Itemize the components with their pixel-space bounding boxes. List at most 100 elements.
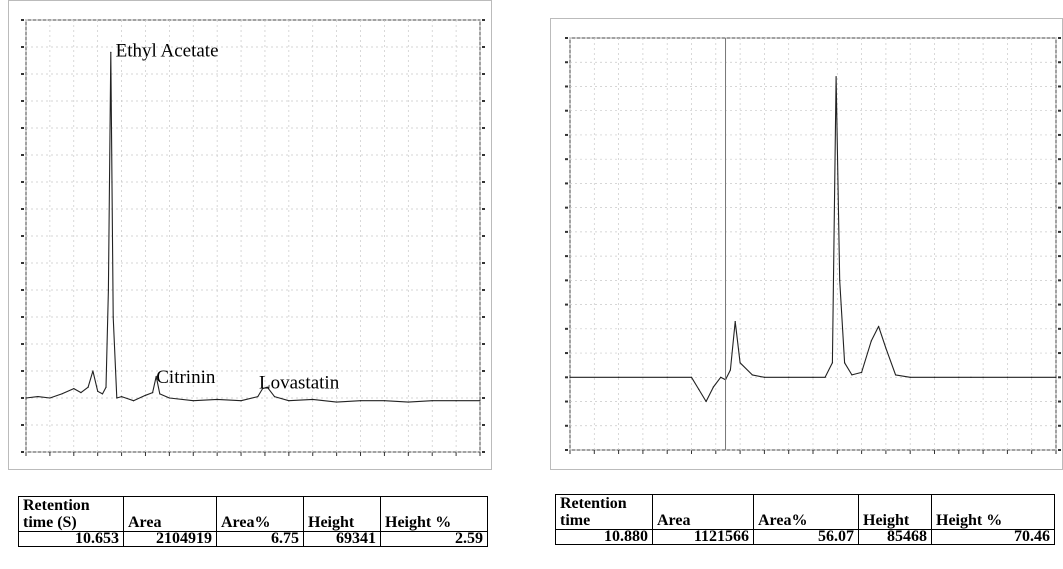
y-tick bbox=[565, 230, 568, 233]
data-point bbox=[273, 396, 276, 398]
y-tick bbox=[565, 206, 568, 209]
data-point bbox=[80, 392, 82, 394]
data-point bbox=[240, 400, 242, 402]
y-tick bbox=[565, 109, 568, 112]
y-tick-right bbox=[1058, 61, 1061, 64]
data-point bbox=[257, 396, 259, 398]
table-cell: 2.59 bbox=[380, 531, 488, 547]
header-cell: Height bbox=[303, 496, 381, 532]
y-tick bbox=[21, 19, 24, 21]
data-point bbox=[383, 400, 386, 402]
y-tick bbox=[21, 181, 24, 183]
table-row: 10.653 2104919 6.75 69341 2.59 bbox=[18, 531, 488, 547]
data-point bbox=[312, 398, 314, 400]
data-point bbox=[261, 387, 264, 390]
y-tick-right bbox=[1058, 376, 1061, 379]
data-point bbox=[1006, 376, 1008, 378]
y-tick-right bbox=[482, 73, 485, 75]
table-header-row: Retention time (S) Area Area% Height Hei… bbox=[18, 496, 488, 532]
data-point bbox=[105, 386, 107, 388]
y-tick bbox=[21, 289, 24, 291]
y-tick bbox=[21, 235, 24, 237]
header-cell: Retention time bbox=[555, 494, 653, 530]
data-point bbox=[87, 386, 89, 388]
y-tick-right bbox=[1058, 400, 1061, 403]
y-tick bbox=[565, 85, 568, 88]
data-point bbox=[159, 393, 161, 395]
y-tick-right bbox=[482, 19, 485, 21]
left-chromatogram: Ethyl Acetate Citrinin Lovastatin bbox=[8, 0, 492, 470]
y-tick-right bbox=[482, 343, 485, 345]
y-tick bbox=[565, 182, 568, 185]
y-tick bbox=[21, 154, 24, 156]
y-tick bbox=[565, 279, 568, 282]
y-tick-right bbox=[1058, 182, 1061, 185]
y-tick-right bbox=[1058, 85, 1061, 88]
header-cell: Area% bbox=[753, 494, 859, 530]
header-cell: Retention time (S) bbox=[18, 496, 124, 532]
right-results-table: Retention time Area Area% Height Height … bbox=[555, 494, 1055, 545]
y-tick-right bbox=[482, 154, 485, 156]
y-tick-right bbox=[482, 370, 485, 372]
y-tick bbox=[21, 262, 24, 264]
header-cell: Area% bbox=[216, 496, 304, 532]
y-tick bbox=[21, 73, 24, 75]
data-point bbox=[192, 400, 194, 402]
header-cell: Area bbox=[123, 496, 217, 532]
y-tick-right bbox=[1058, 327, 1061, 330]
data-point bbox=[885, 347, 887, 349]
series-line bbox=[25, 51, 480, 403]
data-point bbox=[37, 396, 39, 398]
data-point bbox=[359, 400, 362, 402]
y-tick-right bbox=[1058, 255, 1061, 258]
data-point bbox=[288, 400, 290, 402]
data-point bbox=[155, 375, 157, 377]
y-tick bbox=[565, 400, 568, 403]
y-tick bbox=[21, 127, 24, 129]
table-row: 10.880 1121566 56.07 85468 70.46 bbox=[555, 529, 1055, 545]
data-point bbox=[690, 376, 693, 378]
chart-frame bbox=[550, 18, 1063, 470]
y-tick-right bbox=[1058, 279, 1061, 282]
data-point bbox=[455, 400, 457, 402]
data-point bbox=[933, 376, 936, 378]
data-point bbox=[216, 398, 218, 400]
data-point bbox=[336, 401, 338, 403]
data-point bbox=[698, 388, 700, 391]
data-point bbox=[266, 386, 268, 388]
y-tick-right bbox=[1058, 424, 1061, 427]
y-tick-right bbox=[482, 397, 485, 399]
data-point bbox=[712, 386, 714, 388]
data-point bbox=[25, 397, 27, 399]
y-tick-right bbox=[1058, 158, 1061, 161]
y-tick-right bbox=[482, 46, 485, 48]
data-point bbox=[479, 400, 481, 402]
y-tick bbox=[21, 397, 24, 399]
data-point bbox=[407, 401, 409, 403]
data-point bbox=[1055, 376, 1057, 378]
y-tick-right bbox=[482, 100, 485, 102]
data-point bbox=[982, 376, 984, 378]
table-cell: 10.653 bbox=[18, 531, 124, 547]
data-point bbox=[107, 289, 110, 291]
data-point bbox=[92, 370, 94, 372]
data-point bbox=[970, 376, 972, 378]
data-point bbox=[878, 325, 880, 327]
data-point bbox=[835, 76, 837, 78]
header-cell: Height bbox=[858, 494, 932, 530]
data-point bbox=[851, 374, 853, 376]
chart-frame bbox=[8, 0, 492, 470]
y-tick-right bbox=[1058, 109, 1061, 112]
data-point bbox=[734, 320, 736, 323]
data-point bbox=[909, 376, 911, 378]
y-tick bbox=[565, 255, 568, 258]
table-header-row: Retention time Area Area% Height Height … bbox=[555, 494, 1055, 530]
y-tick bbox=[565, 376, 568, 379]
data-point bbox=[843, 362, 846, 364]
data-point bbox=[739, 362, 741, 364]
table-cell: 56.07 bbox=[753, 529, 859, 545]
table-cell: 69341 bbox=[303, 531, 381, 547]
header-cell: Area bbox=[652, 494, 754, 530]
data-point bbox=[861, 371, 863, 374]
data-point bbox=[120, 396, 123, 398]
